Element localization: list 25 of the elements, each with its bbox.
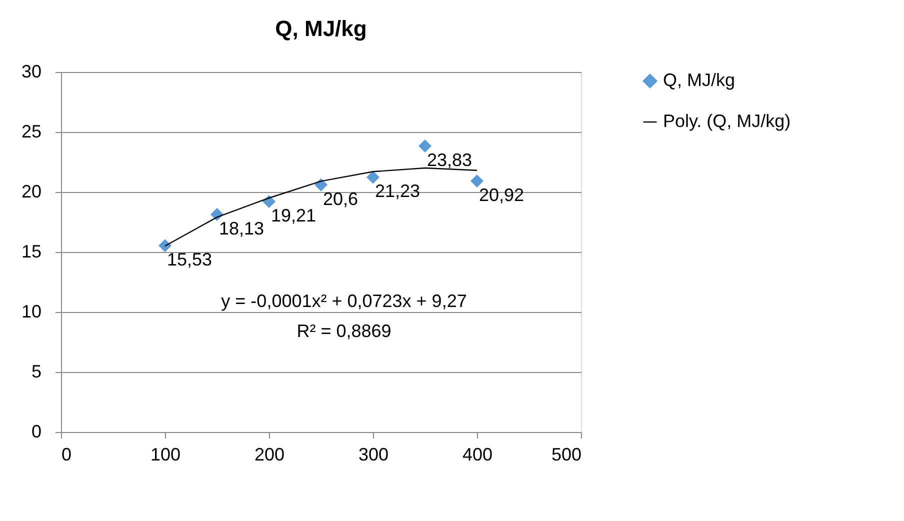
y-tick-label: 25 <box>21 122 42 142</box>
legend-label: Q, MJ/kg <box>663 70 736 90</box>
x-tick-label: 500 <box>551 444 582 464</box>
x-tick-label: 200 <box>254 444 285 464</box>
data-label: 23,83 <box>427 150 472 170</box>
data-label: 20,92 <box>479 184 524 205</box>
data-label: 20,6 <box>323 188 358 209</box>
annotation: R² = 0,8869 <box>296 321 392 341</box>
y-tick-label: 10 <box>21 302 42 322</box>
y-tick-label: 5 <box>31 362 42 382</box>
y-tick-label: 30 <box>21 62 42 82</box>
legend-label: Poly. (Q, MJ/kg) <box>663 111 791 131</box>
x-tick-label: 100 <box>150 444 181 464</box>
y-tick-label: 20 <box>21 182 42 202</box>
x-tick-label: 0 <box>62 444 72 464</box>
data-label: 15,53 <box>167 250 212 270</box>
chart-title: Q, MJ/kg <box>275 16 367 41</box>
x-tick-label: 400 <box>462 444 493 464</box>
x-tick-label: 300 <box>358 444 389 464</box>
y-tick-label: 0 <box>31 422 42 442</box>
data-label: 19,21 <box>271 205 316 226</box>
y-tick-label: 15 <box>21 242 42 262</box>
data-label: 21,23 <box>375 181 420 202</box>
data-label: 18,13 <box>219 218 264 238</box>
annotation: y = -0,0001x² + 0,0723x + 9,27 <box>221 291 467 311</box>
